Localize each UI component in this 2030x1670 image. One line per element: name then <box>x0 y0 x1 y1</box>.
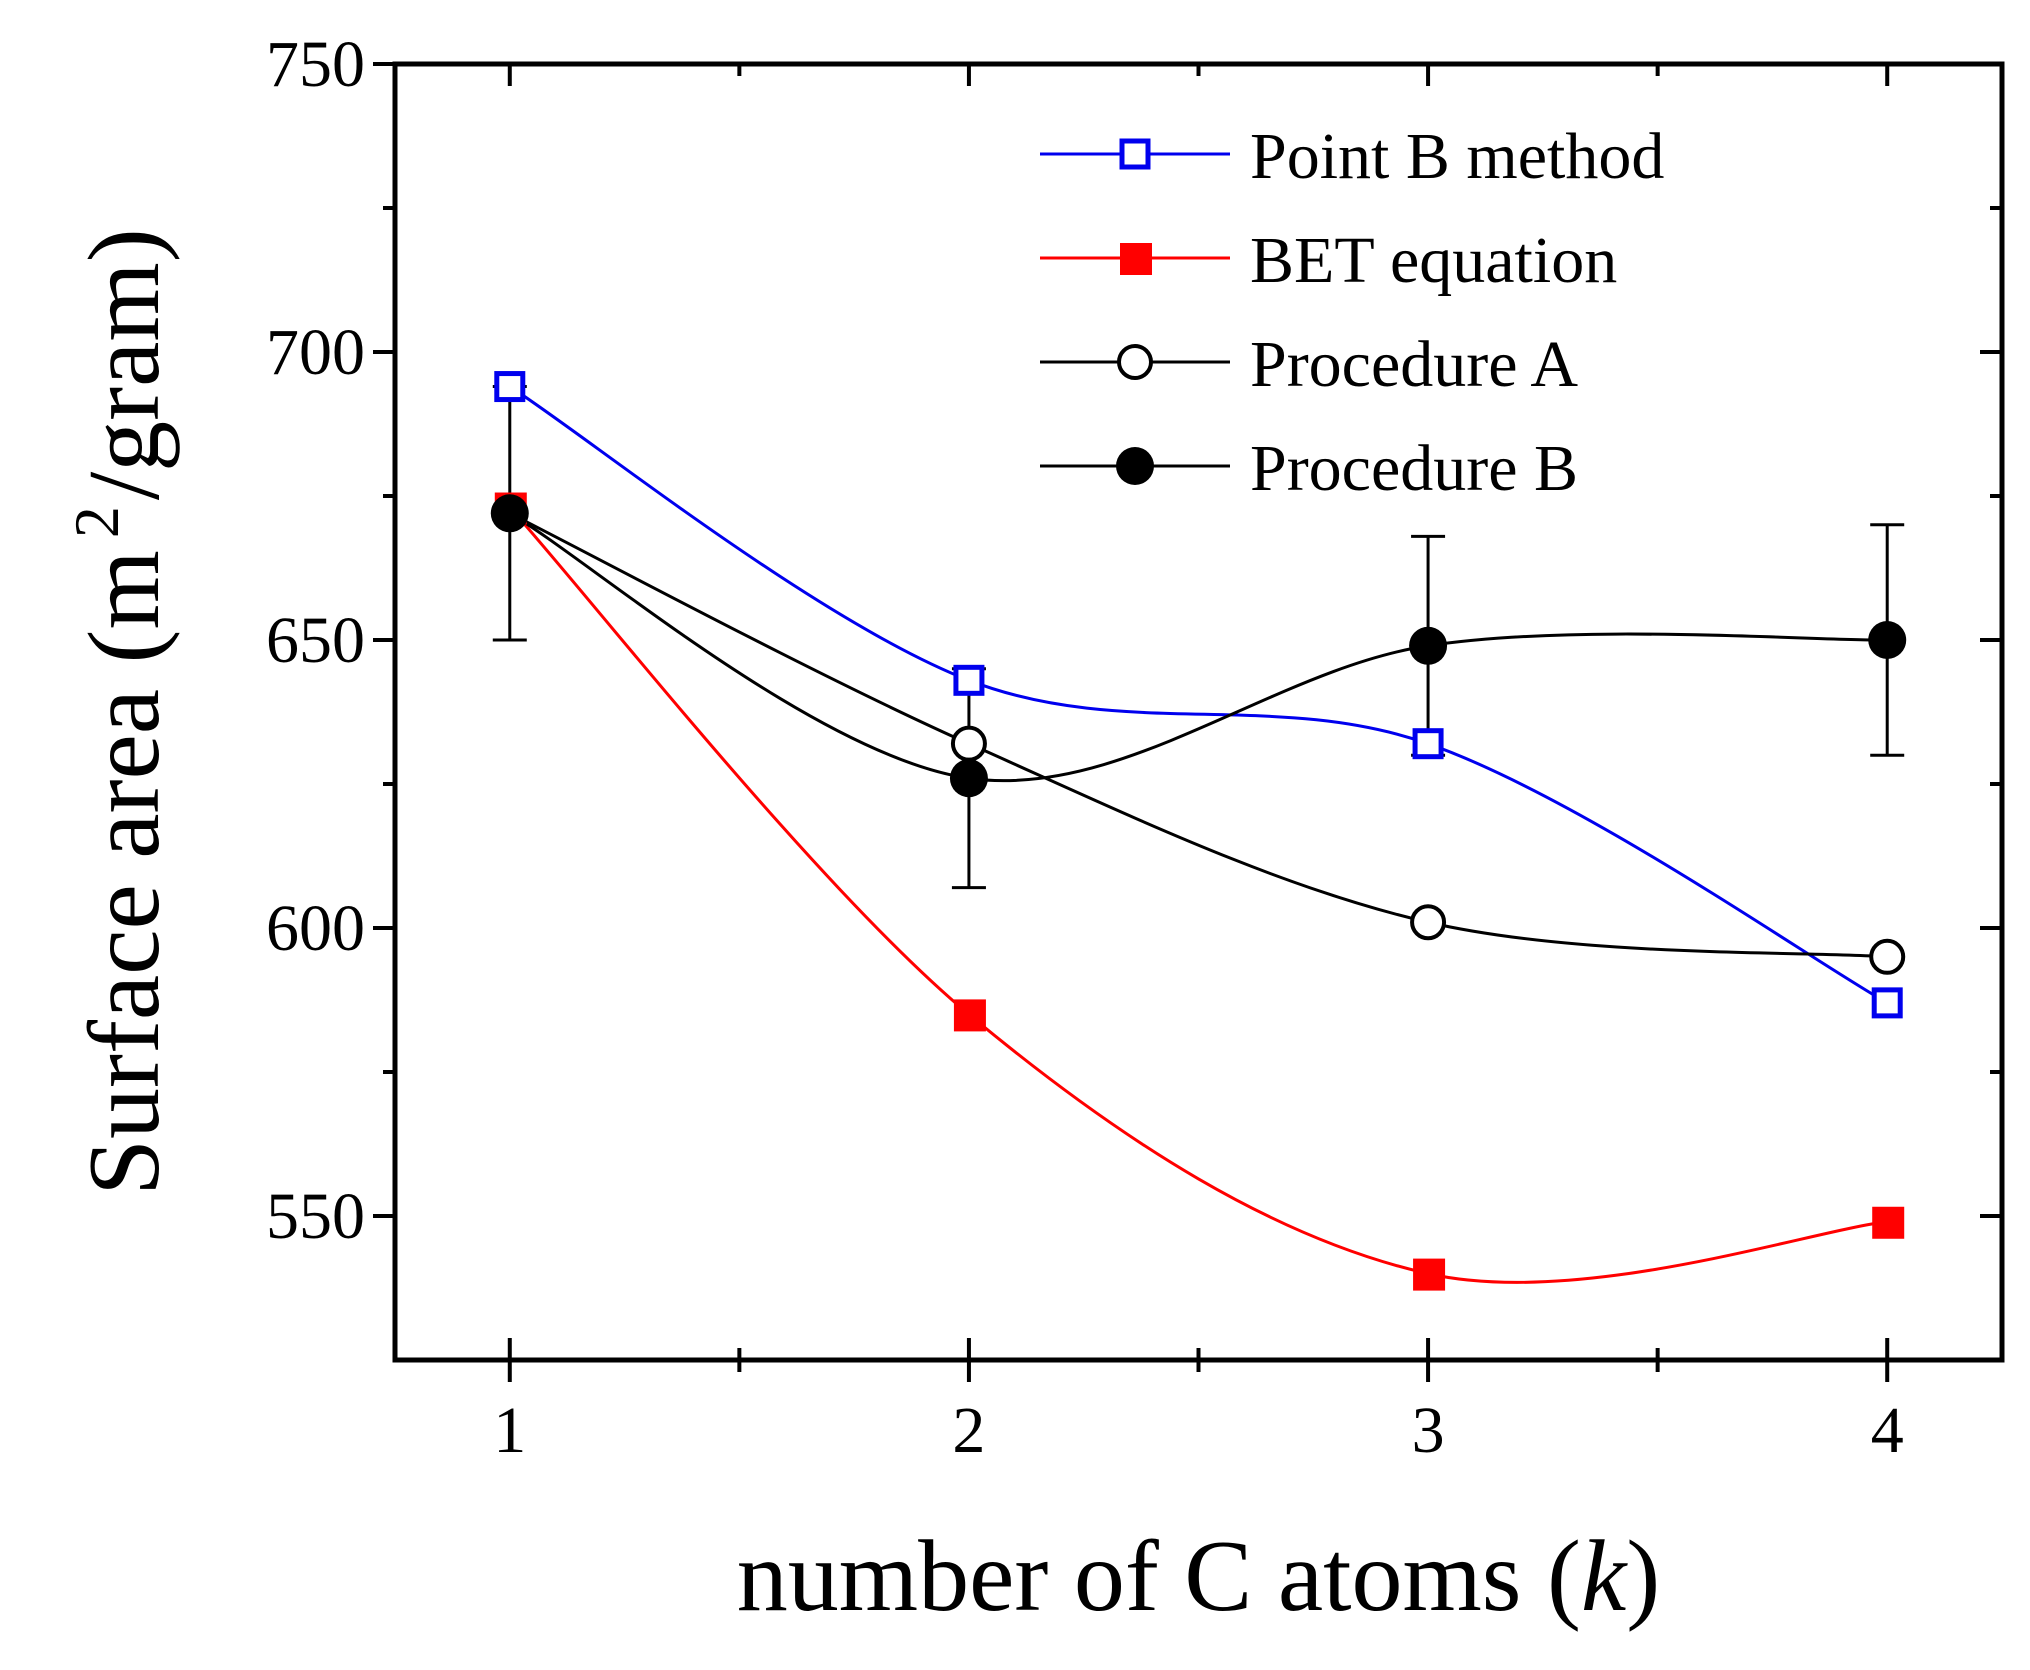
y-tick-label: 550 <box>266 1180 365 1253</box>
y-axis-title-prefix: Surface area (m <box>68 550 181 1196</box>
legend-item-bet-equation: BET equation <box>1040 224 1617 297</box>
series-curves <box>508 385 1888 1284</box>
marker-point-b-method-1 <box>494 371 526 403</box>
legend-label: Procedure B <box>1250 432 1578 505</box>
legend-item-procedure-a: Procedure A <box>1040 328 1578 401</box>
x-axis-title: number of C atoms (k) <box>737 1520 1660 1633</box>
y-axis-title-suffix: /gram) <box>68 228 181 500</box>
marker-bet-equation-4 <box>1872 1206 1905 1239</box>
legend-marker <box>1117 344 1153 380</box>
marker-bet-equation-3 <box>1413 1258 1446 1291</box>
series-line-bet-equation <box>508 506 1888 1284</box>
axis-ticks <box>373 62 2002 1382</box>
marker-procedure-b-1 <box>490 494 529 533</box>
x-axis-title-var: k <box>1581 1520 1628 1633</box>
y-axis-title-sup: 2 <box>61 506 132 538</box>
marker-point-b-method-3 <box>1412 728 1444 760</box>
marker-procedure-b-3 <box>1409 626 1448 665</box>
y-tick-label: 600 <box>266 892 365 965</box>
series-line-procedure-b <box>509 511 1888 783</box>
legend-label: BET equation <box>1250 224 1617 297</box>
y-tick-label: 650 <box>266 604 365 677</box>
marker-procedure-a-2 <box>950 725 987 762</box>
x-tick-label: 4 <box>1871 1394 1904 1467</box>
marker-procedure-b-2 <box>949 759 988 798</box>
legend-marker <box>1120 243 1152 275</box>
x-axis-title-suffix: ) <box>1626 1520 1660 1633</box>
legend-label: Point B method <box>1250 120 1664 193</box>
legend-item-procedure-b: Procedure B <box>1040 432 1578 505</box>
y-axis-title: Surface area (m 2/gram) <box>61 228 181 1195</box>
y-tick-label: 750 <box>266 28 365 101</box>
marker-bet-equation-2 <box>953 999 986 1032</box>
tick-labels: 1 2 3 4 550 600 650 700 750 <box>266 28 1904 1467</box>
x-tick-label: 1 <box>493 1394 526 1467</box>
legend: Point B method BET equation Procedure A Pro… <box>1040 120 1664 505</box>
legend-label: Procedure A <box>1250 328 1578 401</box>
error-bars <box>492 385 1905 890</box>
marker-point-b-method-2 <box>953 664 985 696</box>
data-markers <box>490 371 1907 1291</box>
legend-marker <box>1116 447 1154 485</box>
marker-procedure-a-3 <box>1410 904 1447 941</box>
x-tick-label: 3 <box>1412 1394 1445 1467</box>
marker-point-b-method-4 <box>1871 987 1903 1019</box>
series-line-point-b-method <box>508 385 1888 1005</box>
marker-procedure-b-4 <box>1868 621 1907 659</box>
y-tick-label: 700 <box>266 316 365 389</box>
legend-item-point-b-method: Point B method <box>1040 120 1664 193</box>
series-line-procedure-a <box>509 511 1888 959</box>
x-tick-label: 2 <box>952 1394 985 1467</box>
legend-marker <box>1119 138 1151 170</box>
x-axis-title-prefix: number of C atoms ( <box>737 1520 1581 1633</box>
marker-procedure-a-4 <box>1869 938 1906 975</box>
